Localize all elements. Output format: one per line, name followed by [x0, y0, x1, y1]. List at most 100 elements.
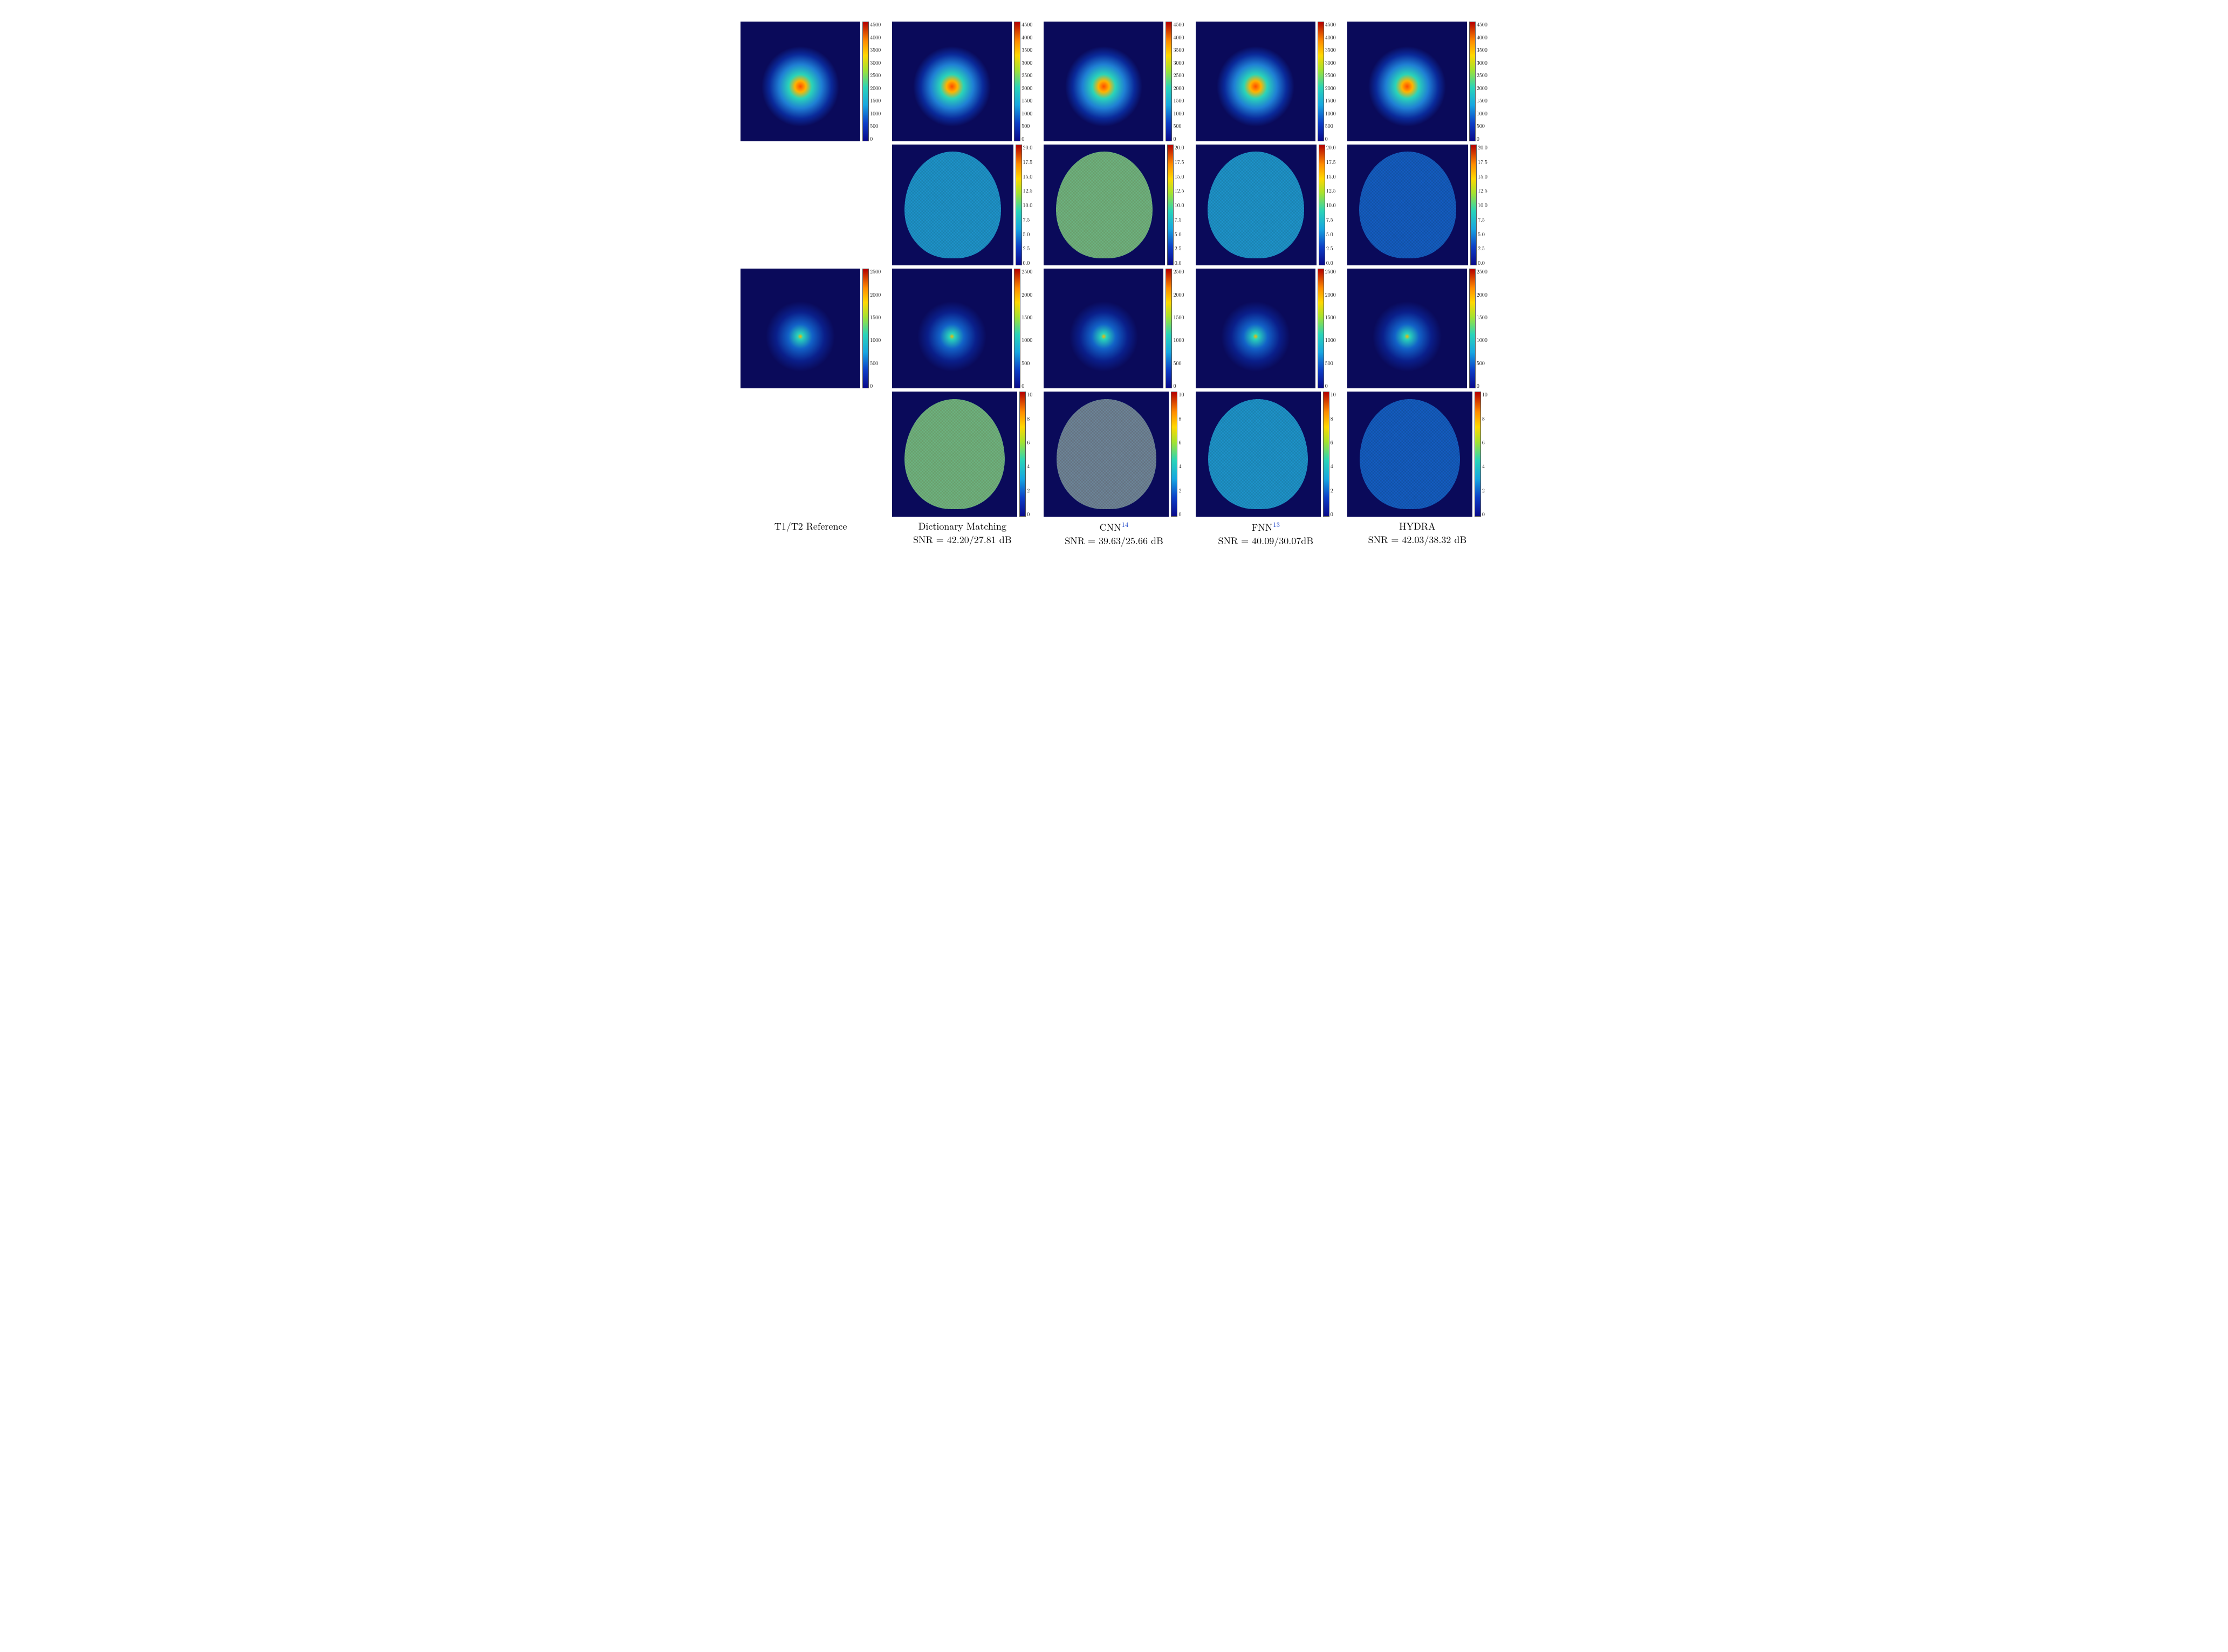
colorbar	[1470, 145, 1477, 265]
column-title-text: FNN	[1251, 520, 1272, 534]
tick-label: 2500	[1477, 72, 1487, 78]
brain-map	[1347, 22, 1467, 141]
tick-label: 15.0	[1478, 174, 1487, 179]
column-labels-row: T1/T2 Reference Dictionary MatchingSNR = …	[737, 520, 1492, 547]
tick-label: 4000	[1022, 35, 1032, 40]
tick-label: 500	[1477, 123, 1487, 128]
colorbar	[1014, 269, 1020, 388]
tick-label: 500	[1022, 123, 1032, 128]
tick-label: 500	[1173, 123, 1184, 128]
colorbar-ticks: 1086420	[1329, 392, 1336, 517]
tick-label: 4000	[1325, 35, 1336, 40]
tick-label: 0.0	[1175, 260, 1184, 265]
brain-region	[1364, 278, 1450, 379]
tick-label: 500	[1173, 360, 1184, 366]
figure-grid: 4500400035003000250020001500100050004500…	[737, 22, 1492, 517]
colorbar	[1469, 269, 1476, 388]
tick-label: 2000	[870, 85, 881, 91]
cell-r1-c4: 20.017.515.012.510.07.55.02.50.0	[1343, 145, 1491, 265]
cell-r3-c0	[737, 392, 885, 517]
tick-label: 2500	[1325, 269, 1336, 274]
tick-label: 0.0	[1326, 260, 1336, 265]
tick-label: 0	[1022, 383, 1032, 388]
tick-label: 2000	[1173, 85, 1184, 91]
error-map	[1347, 145, 1468, 265]
tick-label: 4500	[1173, 22, 1184, 27]
colorbar-wrap: 25002000150010005000	[1318, 269, 1336, 388]
cell-r3-c1: 1086420	[888, 392, 1037, 517]
tick-label: 2500	[1477, 269, 1487, 274]
brain-map	[892, 22, 1012, 141]
tick-label: 500	[1325, 360, 1336, 366]
tick-label: 2.5	[1175, 245, 1184, 251]
colorbar-wrap: 25002000150010005000	[1166, 269, 1184, 388]
tick-label: 0	[1178, 511, 1184, 517]
tick-label: 10.0	[1175, 202, 1184, 208]
tick-label: 17.5	[1478, 159, 1487, 164]
column-label-3: FNN 13SNR = 40.09/30.07dB	[1191, 520, 1340, 547]
tick-label: 6	[1027, 440, 1032, 445]
tick-label: 12.5	[1478, 188, 1487, 193]
tick-label: 8	[1178, 416, 1184, 421]
tick-label: 7.5	[1023, 217, 1033, 222]
error-map	[1196, 145, 1317, 265]
tick-label: 2000	[1477, 292, 1487, 297]
error-map	[1044, 392, 1169, 517]
cell-r2-c4: 25002000150010005000	[1343, 269, 1491, 388]
colorbar-wrap: 1086420	[1323, 392, 1336, 517]
citation-ref: 14	[1122, 519, 1129, 529]
tick-label: 0.0	[1478, 260, 1487, 265]
error-region	[1056, 152, 1153, 258]
tick-label: 4000	[1173, 35, 1184, 40]
column-title-text: T1/T2 Reference	[774, 519, 847, 533]
brain-region	[1061, 278, 1147, 379]
brain-region	[757, 278, 844, 379]
tick-label: 2.5	[1478, 245, 1487, 251]
tick-label: 2000	[1022, 292, 1032, 297]
tick-label: 1500	[1325, 314, 1336, 320]
tick-label: 3000	[870, 60, 881, 65]
tick-label: 2500	[1022, 72, 1032, 78]
colorbar-ticks: 450040003500300025002000150010005000	[1324, 22, 1336, 141]
tick-label: 2500	[1173, 269, 1184, 274]
tick-label: 7.5	[1326, 217, 1336, 222]
colorbar-wrap: 450040003500300025002000150010005000	[1014, 22, 1032, 141]
colorbar-wrap: 20.017.515.012.510.07.55.02.50.0	[1167, 145, 1184, 265]
colorbar	[1167, 145, 1174, 265]
colorbar-ticks: 450040003500300025002000150010005000	[1020, 22, 1032, 141]
panel-r3-c1: 1086420	[892, 392, 1032, 517]
colorbar-wrap: 25002000150010005000	[1469, 269, 1487, 388]
brain-region	[1212, 278, 1299, 379]
tick-label: 12.5	[1023, 188, 1033, 193]
colorbar-ticks: 25002000150010005000	[869, 269, 881, 388]
colorbar-ticks: 450040003500300025002000150010005000	[1172, 22, 1184, 141]
colorbar-ticks: 20.017.515.012.510.07.55.02.50.0	[1325, 145, 1336, 265]
brain-region	[1364, 31, 1450, 132]
tick-label: 17.5	[1326, 159, 1336, 164]
cell-r2-c3: 25002000150010005000	[1191, 269, 1340, 388]
cell-r3-c4: 1086420	[1343, 392, 1491, 517]
snr-value: SNR = 39.63/25.66 dB	[1040, 534, 1188, 547]
colorbar	[1171, 392, 1177, 517]
tick-label: 3000	[1477, 60, 1487, 65]
tick-label: 4500	[1022, 22, 1032, 27]
panel-r3-c4: 1086420	[1347, 392, 1487, 517]
tick-label: 4	[1027, 463, 1032, 469]
cell-r3-c2: 1086420	[1040, 392, 1188, 517]
tick-label: 7.5	[1175, 217, 1184, 222]
tick-label: 2000	[1173, 292, 1184, 297]
panel-r1-c3: 20.017.515.012.510.07.55.02.50.0	[1196, 145, 1336, 265]
cell-r2-c1: 25002000150010005000	[888, 269, 1037, 388]
tick-label: 10	[1482, 392, 1487, 397]
tick-label: 10	[1027, 392, 1032, 397]
error-region	[1057, 399, 1157, 509]
colorbar-ticks: 1086420	[1177, 392, 1184, 517]
tick-label: 1000	[870, 337, 881, 342]
colorbar	[1318, 22, 1324, 141]
brain-map	[1044, 269, 1163, 388]
tick-label: 2500	[1022, 269, 1032, 274]
column-title: Dictionary Matching	[888, 520, 1037, 533]
error-map	[1044, 145, 1164, 265]
tick-label: 8	[1331, 416, 1336, 421]
tick-label: 3500	[1477, 47, 1487, 52]
